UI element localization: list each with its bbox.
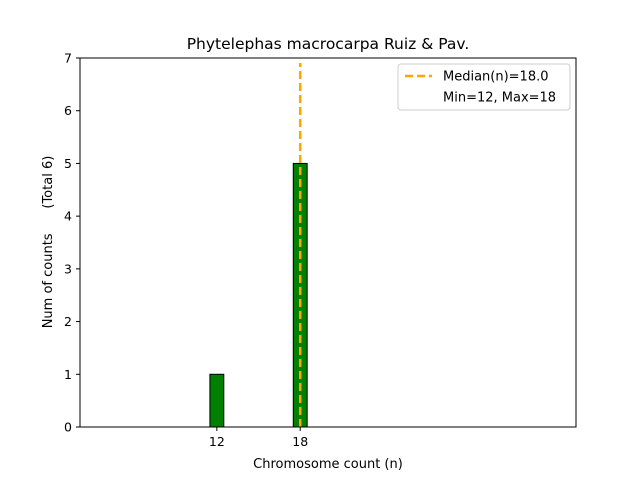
bar-12 [209,373,225,428]
y-tick-label-6: 6 [64,103,72,118]
y-tick-label-0: 0 [64,420,72,435]
y-tick-label-3: 3 [64,261,72,276]
x-tick-label-12: 12 [209,434,225,449]
legend: Median(n)=18.0 Min=12, Max=18 [397,63,571,111]
x-tick-label-18: 18 [292,434,308,449]
y-axis-label-main: Num of counts [41,233,56,328]
y-tick-label-5: 5 [64,156,72,171]
y-ticks: 0 1 2 3 4 5 6 7 [64,51,80,435]
bars-layer [209,162,308,428]
y-tick-label-7: 7 [64,51,72,66]
y-tick-label-4: 4 [64,209,72,224]
y-axis-label-spacer [41,209,56,234]
y-tick-label-1: 1 [64,367,72,382]
x-ticks: 12 18 [209,427,308,449]
y-axis-label-total: (Total 6) [41,156,56,209]
x-axis-label: Chromosome count (n) [253,457,403,472]
legend-box [397,63,571,111]
y-axis-label: Num of counts (Total 6) [41,156,56,329]
plot-frame [79,57,577,428]
legend-entry-median: Median(n)=18.0 [443,70,549,85]
y-tick-label-2: 2 [64,314,72,329]
legend-entry-minmax: Min=12, Max=18 [443,91,556,106]
chart-title: Phytelephas macrocarpa Ruiz & Pav. [187,35,470,53]
